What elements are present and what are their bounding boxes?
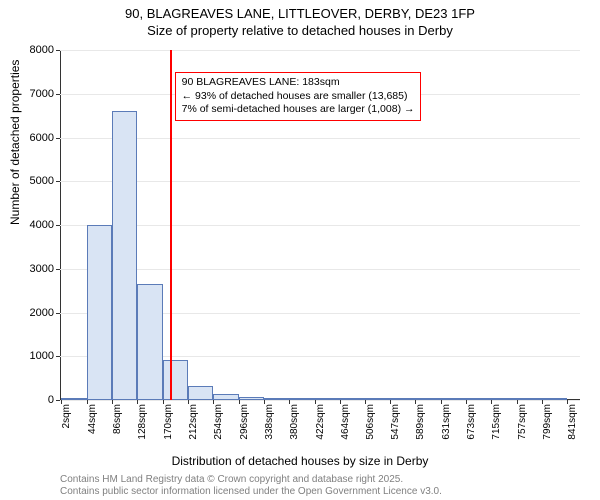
annotation-box: 90 BLAGREAVES LANE: 183sqm← 93% of detac… [175,72,422,121]
histogram-bar [441,398,466,400]
y-tick-mark [56,269,60,270]
histogram-bar [239,397,264,400]
x-tick-label: 338sqm [264,404,275,440]
y-tick-label: 2000 [30,307,54,319]
y-tick-label: 7000 [30,88,54,100]
histogram-bar [264,398,289,400]
histogram-bar [491,398,516,400]
histogram-bar [137,284,162,400]
x-tick-label: 589sqm [415,404,426,440]
x-tick-label: 422sqm [315,404,326,440]
x-tick-label: 506sqm [365,404,376,440]
y-tick-label: 4000 [30,219,54,231]
y-tick-label: 1000 [30,350,54,362]
title-line1: 90, BLAGREAVES LANE, LITTLEOVER, DERBY, … [0,0,600,23]
histogram-bar [289,398,314,400]
histogram-bar [188,386,213,400]
x-tick-label: 631sqm [441,404,452,440]
title-line2: Size of property relative to detached ho… [0,23,600,40]
footer-line2: Contains public sector information licen… [60,486,442,498]
x-tick-label: 464sqm [340,404,351,440]
x-tick-label: 128sqm [137,404,148,440]
y-tick-mark [56,225,60,226]
annotation-line: 7% of semi-detached houses are larger (1… [182,103,415,117]
y-tick-label: 6000 [30,132,54,144]
y-tick-label: 3000 [30,263,54,275]
x-tick-label: 2sqm [61,404,72,428]
x-tick-label: 673sqm [466,404,477,440]
y-tick-mark [56,94,60,95]
histogram-bar [466,398,491,400]
histogram-bar [87,225,112,400]
x-tick-label: 254sqm [213,404,224,440]
x-tick-label: 380sqm [289,404,300,440]
histogram-bar [365,398,390,400]
x-tick-label: 170sqm [163,404,174,440]
y-tick-label: 8000 [30,44,54,56]
y-tick-label: 0 [48,394,54,406]
x-tick-label: 547sqm [390,404,401,440]
plot-area: 0100020003000400050006000700080002sqm44s… [60,50,580,400]
x-tick-label: 715sqm [491,404,502,440]
annotation-line: 90 BLAGREAVES LANE: 183sqm [182,76,415,90]
x-tick-label: 799sqm [542,404,553,440]
gridline [60,138,580,139]
annotation-line: ← 93% of detached houses are smaller (13… [182,90,415,104]
y-tick-mark [56,138,60,139]
histogram-bar [163,360,188,400]
y-tick-mark [56,400,60,401]
y-tick-mark [56,50,60,51]
histogram-bar [517,398,542,400]
x-tick-label: 212sqm [188,404,199,440]
histogram-bar [542,398,567,400]
x-axis-label: Distribution of detached houses by size … [0,454,600,468]
gridline [60,50,580,51]
histogram-bar [213,394,238,400]
histogram-bar [61,398,86,400]
footer-attrib: Contains HM Land Registry data © Crown c… [60,474,442,498]
footer-line1: Contains HM Land Registry data © Crown c… [60,474,442,486]
y-tick-mark [56,313,60,314]
y-axis-label: Number of detached properties [8,60,22,225]
x-tick-label: 86sqm [112,404,123,434]
x-tick-label: 296sqm [239,404,250,440]
histogram-bar [390,398,415,400]
histogram-bar [415,398,440,400]
histogram-bar [315,398,340,400]
y-tick-mark [56,356,60,357]
gridline [60,181,580,182]
y-tick-label: 5000 [30,175,54,187]
gridline [60,225,580,226]
y-tick-mark [56,181,60,182]
chart-container: 90, BLAGREAVES LANE, LITTLEOVER, DERBY, … [0,0,600,500]
histogram-bar [340,398,365,400]
x-tick-label: 757sqm [517,404,528,440]
histogram-bar [112,111,137,400]
x-tick-label: 841sqm [567,404,578,440]
gridline [60,269,580,270]
reference-line [170,50,172,400]
x-tick-label: 44sqm [87,404,98,434]
